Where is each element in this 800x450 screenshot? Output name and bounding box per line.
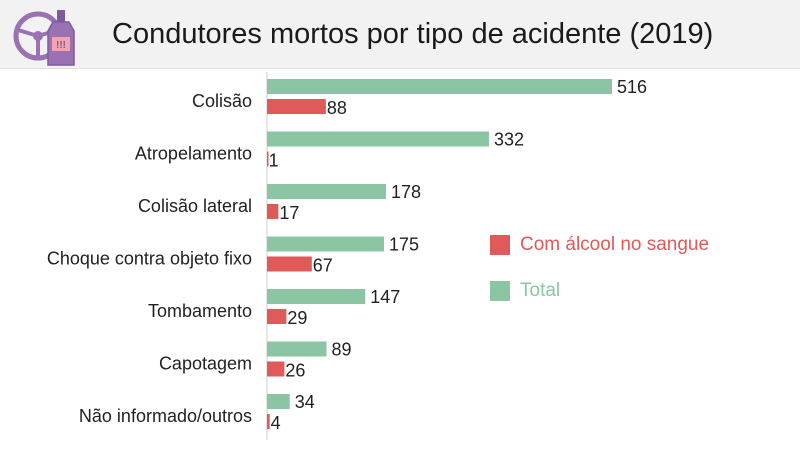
bar-alcohol [267,256,312,272]
bar-alcohol [267,361,285,377]
legend-swatch-alcohol [490,235,510,255]
data-label-alcohol: 17 [279,203,299,223]
category-label: Colisão [192,91,252,111]
bar-total [267,79,612,94]
data-label-total: 34 [295,392,315,412]
data-label-alcohol: 29 [287,308,307,328]
data-label-alcohol: 26 [285,361,305,381]
data-label-total: 178 [391,182,421,202]
bar-total [267,184,387,199]
svg-text:!!!: !!! [56,40,66,51]
legend-swatch-total [490,281,510,301]
category-label: Capotagem [159,354,252,374]
data-label-alcohol: 4 [271,413,281,433]
legend-label-total: Total [520,280,561,301]
bar-total [267,131,489,147]
legend-label-alcohol: Com álcool no sangue [520,234,710,255]
data-label-alcohol: 1 [269,151,279,171]
data-label-alcohol: 67 [313,256,333,276]
bar-alcohol [267,414,270,429]
category-label: Choque contra objeto fixo [47,249,252,269]
data-label-total: 332 [494,130,524,150]
data-label-alcohol: 88 [327,98,347,118]
bar-alcohol [267,151,269,167]
bar-total [267,341,327,357]
category-label: Não informado/outros [79,406,252,426]
page-title: Condutores mortos por tipo de acidente (… [112,18,714,50]
bar-alcohol [267,309,287,324]
category-label: Tombamento [148,301,252,321]
header-bar: !!! Condutores mortos por tipo de aciden… [0,0,800,69]
category-label: Atropelamento [135,144,252,164]
bar-total [267,394,290,409]
data-label-total: 147 [370,287,400,307]
bar-total [267,236,385,252]
data-label-total: 89 [332,340,352,360]
data-label-total: 516 [617,77,647,97]
category-label: Colisão lateral [138,196,252,216]
bar-chart: Colisão 516 88 Atropelamento 332 1 Colisão lat… [47,72,647,440]
steering-wheel-bottle-icon: !!! [13,10,75,66]
bar-alcohol [267,204,279,219]
data-label-total: 175 [389,235,419,255]
bar-alcohol [267,99,326,114]
bar-total [267,289,366,304]
